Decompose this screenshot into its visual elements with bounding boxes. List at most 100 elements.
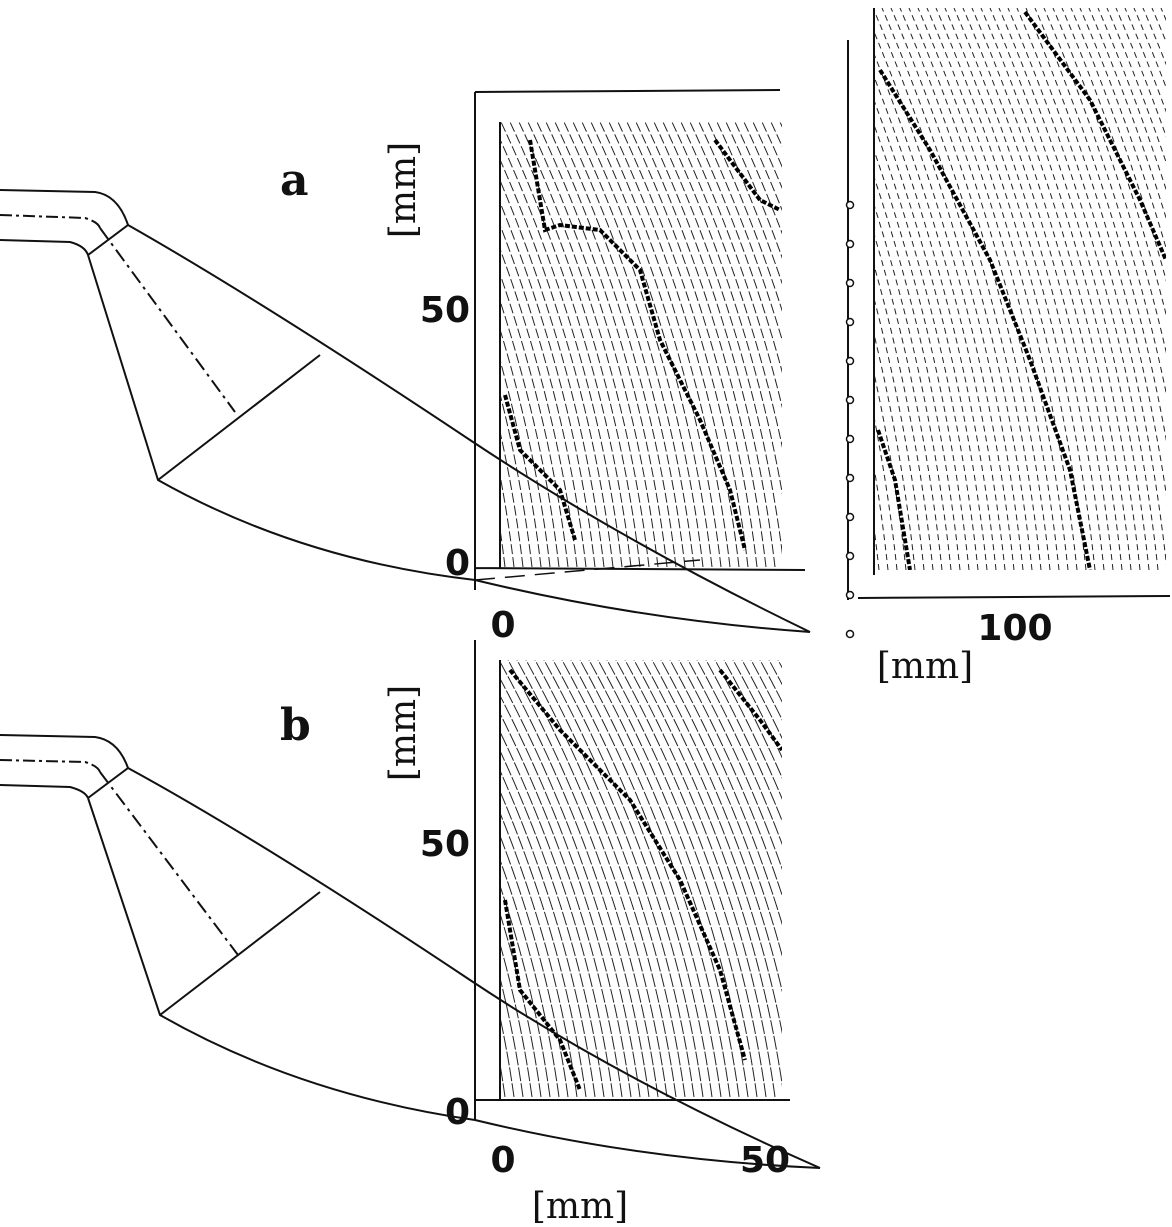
streamline xyxy=(500,834,569,1097)
streamline xyxy=(581,122,713,567)
streamline xyxy=(500,884,551,1097)
probe xyxy=(845,473,855,483)
streamline xyxy=(874,30,1015,570)
streamline xyxy=(1151,8,1166,43)
streamline xyxy=(534,660,686,1097)
streamlines-b xyxy=(500,660,964,1097)
streamline xyxy=(723,660,782,779)
streamline xyxy=(624,660,776,1097)
streamline xyxy=(998,8,1150,570)
front-line xyxy=(528,139,747,551)
probe xyxy=(845,512,855,522)
probe xyxy=(845,356,855,366)
probe xyxy=(845,317,855,327)
streamline xyxy=(1052,8,1166,354)
streamline xyxy=(500,694,632,1097)
streamline xyxy=(1106,8,1166,164)
streamline xyxy=(743,122,782,212)
front-line xyxy=(508,668,747,1061)
front-line xyxy=(718,668,782,752)
streamline xyxy=(732,660,782,759)
streamline xyxy=(759,660,782,703)
streamline xyxy=(705,660,782,822)
streamline xyxy=(1079,8,1166,250)
streamline xyxy=(874,75,997,570)
streamline xyxy=(563,122,695,567)
streamline xyxy=(536,122,668,567)
streamline xyxy=(554,122,686,567)
panel-label: b xyxy=(280,700,311,751)
streamline xyxy=(750,660,782,721)
streamline xyxy=(796,660,946,1097)
streamline xyxy=(653,122,782,556)
probe xyxy=(845,395,855,405)
streamline xyxy=(874,52,1006,570)
streamline xyxy=(500,327,551,567)
streamline xyxy=(971,8,1123,570)
y-tick-label: 0 xyxy=(445,543,470,584)
streamline xyxy=(874,371,907,570)
streamline xyxy=(881,8,1033,570)
streamline xyxy=(617,122,749,567)
streamline xyxy=(698,122,782,342)
streamline xyxy=(552,660,704,1097)
streamline xyxy=(525,660,677,1097)
y-axis-label: [mm] xyxy=(383,685,424,781)
front-line xyxy=(503,394,577,541)
probe xyxy=(845,434,855,444)
streamline xyxy=(500,730,614,1097)
streamline xyxy=(500,272,569,567)
streamline xyxy=(908,8,1060,570)
streamlines-right xyxy=(874,8,1166,570)
streamline xyxy=(874,123,979,570)
streamline xyxy=(680,122,782,409)
streamline xyxy=(926,8,1078,570)
streamlines-a xyxy=(500,122,928,567)
streamline xyxy=(500,247,578,567)
streamline xyxy=(500,472,515,567)
streamline xyxy=(874,98,988,570)
streamline xyxy=(669,660,782,926)
streamline xyxy=(805,660,955,1097)
streamline xyxy=(500,942,533,1097)
streamline xyxy=(570,660,722,1097)
y-tick-label: 50 xyxy=(420,824,470,865)
streamline xyxy=(500,976,524,1097)
x-axis-label: [mm] xyxy=(877,646,973,687)
streamline xyxy=(579,660,731,1097)
streamline xyxy=(953,8,1105,570)
streamline xyxy=(761,122,782,168)
streamline xyxy=(980,8,1132,570)
streamline xyxy=(500,912,542,1097)
streamline xyxy=(588,660,740,1097)
streamline xyxy=(545,122,677,567)
probe-column xyxy=(845,200,855,639)
streamline xyxy=(777,660,782,669)
streamline xyxy=(500,769,596,1097)
streamline xyxy=(814,660,964,1097)
streamline xyxy=(752,122,782,190)
streamline xyxy=(500,660,650,1097)
streamline xyxy=(962,8,1114,570)
streamline xyxy=(660,660,782,957)
streamline xyxy=(741,660,782,740)
front-line xyxy=(503,899,582,1091)
streamline xyxy=(725,122,782,259)
streamline xyxy=(561,660,713,1097)
streamline xyxy=(989,8,1141,570)
probe xyxy=(845,551,855,561)
streamline xyxy=(1034,8,1166,442)
streamline xyxy=(500,392,533,567)
streamline xyxy=(696,660,782,846)
streamline xyxy=(500,749,605,1097)
streamline xyxy=(798,122,928,567)
streamline xyxy=(500,201,596,567)
nozzle-b xyxy=(0,734,821,1169)
front-line xyxy=(878,68,1092,570)
streamline xyxy=(1097,8,1166,191)
streamline xyxy=(635,122,767,567)
streamline xyxy=(874,203,952,570)
streamline xyxy=(1133,8,1166,89)
streamline xyxy=(516,660,668,1097)
streamline xyxy=(500,299,560,567)
